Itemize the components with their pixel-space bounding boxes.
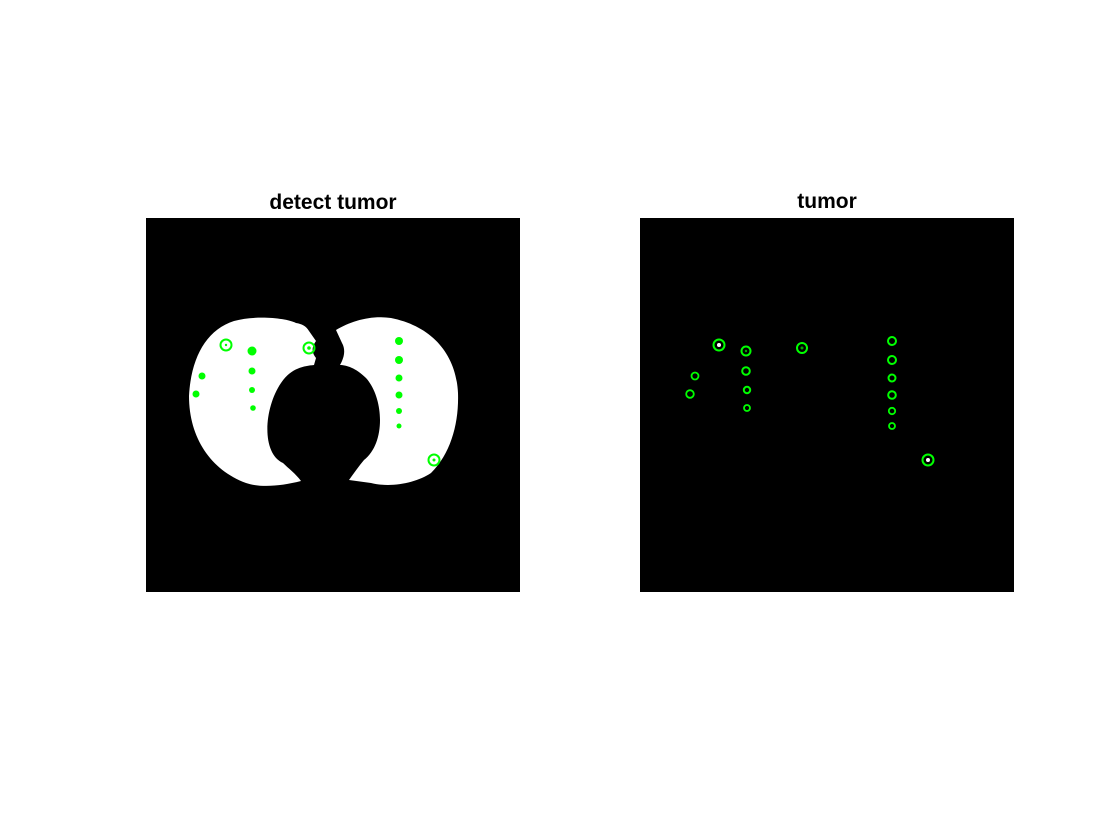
tumor-marker [712, 338, 726, 352]
tumor-marker [926, 458, 930, 462]
tumor-marker [887, 355, 897, 365]
tumor-marker [395, 337, 403, 345]
tumor-marker [921, 453, 935, 467]
tumor-marker [247, 346, 257, 356]
tumor-marker [743, 404, 751, 412]
tumor-marker [685, 389, 695, 399]
tumor-marker [741, 366, 751, 376]
tumor-marker [250, 405, 256, 411]
tumor-marker [249, 387, 255, 393]
tumor-marker [432, 458, 436, 462]
left-lung-region [189, 317, 316, 486]
tumor-marker [717, 343, 721, 347]
panel-title-tumor: tumor [797, 190, 857, 213]
tumor-marker [395, 356, 403, 364]
tumor-image [640, 218, 1014, 592]
tumor-marker [396, 423, 402, 429]
tumor-marker [219, 338, 233, 352]
tumor-marker [888, 422, 896, 430]
image-background [640, 218, 1014, 592]
tumor-marker [887, 373, 897, 383]
tumor-marker [742, 385, 752, 395]
tumor-marker [307, 346, 311, 350]
right-lung-region [336, 317, 459, 485]
tumor-marker [302, 341, 316, 355]
tumor-marker [887, 406, 897, 416]
tumor-marker [198, 372, 206, 380]
tumor-markers [192, 337, 441, 467]
tumor-marker [395, 391, 403, 399]
tumor-marker [887, 390, 897, 400]
tumor-marker [887, 336, 897, 346]
panel-title-detect-tumor: detect tumor [269, 191, 397, 214]
tumor-marker [744, 349, 748, 353]
tumor-marker [248, 367, 256, 375]
tumor-marker [192, 390, 200, 398]
tumor-marker [427, 453, 441, 467]
detect-tumor-image [146, 218, 520, 592]
tumor-marker [800, 346, 804, 350]
tumor-marker [740, 345, 752, 357]
tumor-marker [224, 343, 228, 347]
tumor-marker [396, 408, 402, 414]
tumor-marker [796, 342, 808, 354]
tumor-markers [685, 336, 935, 467]
tumor-marker [690, 371, 700, 381]
tumor-marker [395, 374, 403, 382]
